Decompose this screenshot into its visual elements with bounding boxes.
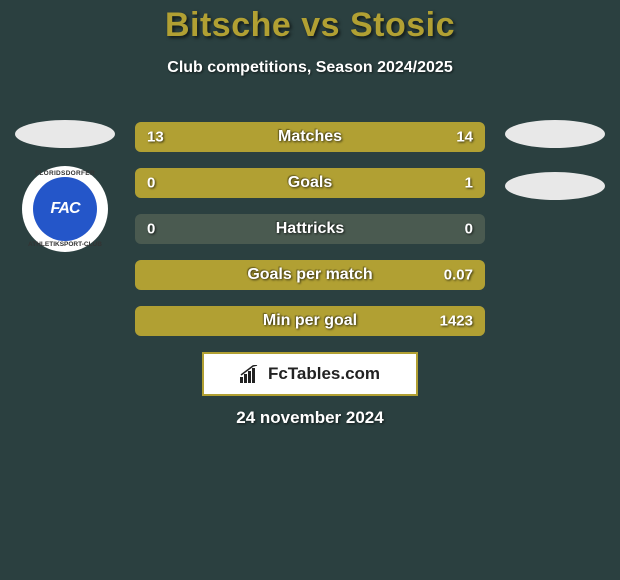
club-abbr: FAC (51, 200, 80, 218)
comparison-bars: 13 Matches 14 0 Goals 1 0 Hattricks 0 Go… (135, 122, 485, 352)
bar-value-right: 1 (465, 175, 473, 192)
page-subtitle: Club competitions, Season 2024/2025 (0, 59, 620, 77)
bar-row-hattricks: 0 Hattricks 0 (135, 214, 485, 244)
left-flag-oval (15, 120, 115, 148)
bar-label: Goals per match (135, 266, 485, 284)
bar-label: Goals (135, 174, 485, 192)
bar-row-gpm: Goals per match 0.07 (135, 260, 485, 290)
club-ring-bottom: ATHLETIKSPORT-CLUB (22, 241, 108, 248)
footer-date: 24 november 2024 (0, 408, 620, 428)
bar-value-right: 14 (456, 129, 473, 146)
bar-row-matches: 13 Matches 14 (135, 122, 485, 152)
right-column (500, 120, 610, 218)
bar-row-mpg: Min per goal 1423 (135, 306, 485, 336)
chart-bars-icon (240, 365, 262, 383)
right-flag-oval-1 (505, 120, 605, 148)
left-club-badge: FLORIDSDORFER FAC ATHLETIKSPORT-CLUB (22, 166, 108, 252)
left-column: FLORIDSDORFER FAC ATHLETIKSPORT-CLUB (10, 120, 120, 252)
club-inner-circle: FAC (33, 177, 97, 241)
bar-value-right: 0.07 (444, 267, 473, 284)
bar-value-right: 0 (465, 221, 473, 238)
footer-brand-text: FcTables.com (268, 364, 380, 384)
footer-brand-box: FcTables.com (202, 352, 418, 396)
club-ring-top: FLORIDSDORFER (22, 170, 108, 177)
bar-label: Matches (135, 128, 485, 146)
bar-value-right: 1423 (440, 313, 473, 330)
bar-label: Min per goal (135, 312, 485, 330)
bar-label: Hattricks (135, 220, 485, 238)
right-flag-oval-2 (505, 172, 605, 200)
bar-row-goals: 0 Goals 1 (135, 168, 485, 198)
page-title: Bitsche vs Stosic (0, 0, 620, 45)
